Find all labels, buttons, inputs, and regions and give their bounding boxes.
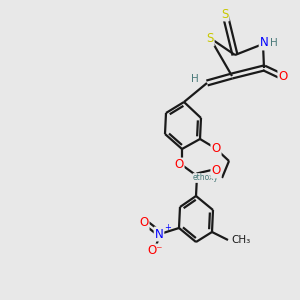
- Text: O: O: [174, 158, 184, 172]
- Text: S: S: [221, 8, 229, 20]
- Text: N: N: [154, 227, 164, 241]
- Text: CH₃: CH₃: [231, 235, 250, 245]
- Text: ethoxy: ethoxy: [193, 173, 219, 182]
- Text: O: O: [212, 142, 220, 155]
- Text: O: O: [140, 217, 148, 230]
- Text: O⁻: O⁻: [147, 244, 163, 257]
- Text: O: O: [212, 164, 220, 178]
- Text: H: H: [191, 74, 199, 84]
- Text: O: O: [278, 70, 288, 83]
- Text: N: N: [260, 37, 268, 50]
- Text: +: +: [164, 223, 171, 232]
- Text: H: H: [270, 38, 278, 48]
- Text: S: S: [206, 32, 214, 46]
